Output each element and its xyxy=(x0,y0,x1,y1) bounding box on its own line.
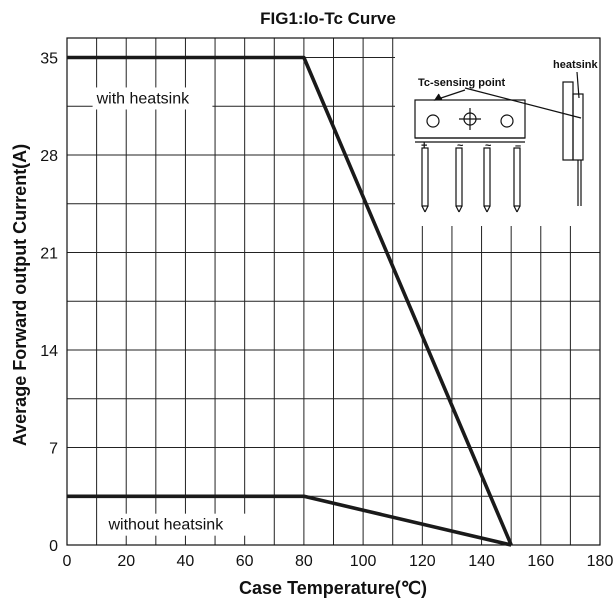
pin-mark: ~ xyxy=(457,140,464,152)
y-tick-label: 14 xyxy=(40,343,58,360)
pin-tip xyxy=(458,205,463,213)
pin-mark: ~ xyxy=(485,140,492,152)
series-line-1 xyxy=(67,55,513,546)
chart-title: FIG1:Io-Tc Curve xyxy=(260,9,396,28)
x-tick-label: 100 xyxy=(350,553,377,570)
heatsink-leader xyxy=(464,87,582,119)
pin-tip xyxy=(424,205,429,213)
bridge-rectifier-inset: + ~ ~ – heatsink Tc-sensing point xyxy=(395,38,600,226)
y-tick-label: 35 xyxy=(40,51,58,68)
x-tick-label: 40 xyxy=(177,553,195,570)
pin-mark: – xyxy=(515,140,521,152)
tc-arrowhead xyxy=(433,93,443,101)
pin-mark: + xyxy=(421,140,427,152)
inset-background xyxy=(395,38,600,226)
y-tick-labels: 0 7 14 21 28 35 xyxy=(40,51,58,556)
pin-tip xyxy=(421,205,426,213)
heatsink-arrow xyxy=(576,71,580,99)
annotation-label: without heatsink xyxy=(107,517,224,534)
pin-tip xyxy=(455,205,460,213)
series-layer xyxy=(67,55,513,547)
x-tick-label: 120 xyxy=(409,553,436,570)
pin xyxy=(513,147,521,207)
annotation-background xyxy=(104,513,251,536)
x-tick-label: 180 xyxy=(587,553,614,570)
y-tick-label: 28 xyxy=(40,148,58,165)
x-axis-label: Case Temperature(℃) xyxy=(239,578,427,598)
annotation-label: with heatsink xyxy=(96,90,190,107)
mounting-hole xyxy=(426,114,440,128)
x-tick-labels: 0 20 40 60 80 100 120 140 160 180 xyxy=(63,553,614,570)
y-tick-label: 21 xyxy=(40,246,58,263)
annotation-background xyxy=(92,87,213,110)
x-tick-label: 160 xyxy=(527,553,554,570)
series-line-2 xyxy=(67,494,512,547)
x-tick-label: 140 xyxy=(468,553,495,570)
x-tick-label: 0 xyxy=(63,553,72,570)
pin-tip xyxy=(513,205,518,213)
x-tick-label: 20 xyxy=(117,553,135,570)
tc-label: Tc-sensing point xyxy=(418,77,506,89)
mounting-hole xyxy=(500,114,514,128)
x-tick-label: 60 xyxy=(236,553,254,570)
pin-tip xyxy=(516,205,521,213)
pin-tip xyxy=(486,205,491,213)
pin xyxy=(421,147,429,207)
plot-frame xyxy=(66,37,601,546)
pin xyxy=(483,147,491,207)
y-axis-label: Average Forward output Current(A) xyxy=(10,144,30,446)
x-tick-label: 80 xyxy=(295,553,313,570)
pin-tip xyxy=(483,205,488,213)
heatsink-label: heatsink xyxy=(553,59,599,71)
annotation-layer: with heatsink without heatsink xyxy=(92,87,251,536)
pin xyxy=(455,147,463,207)
y-tick-label: 7 xyxy=(49,441,58,458)
inset-drawing: + ~ ~ – heatsink Tc-sensing point xyxy=(414,59,599,213)
y-tick-label: 0 xyxy=(49,538,58,555)
